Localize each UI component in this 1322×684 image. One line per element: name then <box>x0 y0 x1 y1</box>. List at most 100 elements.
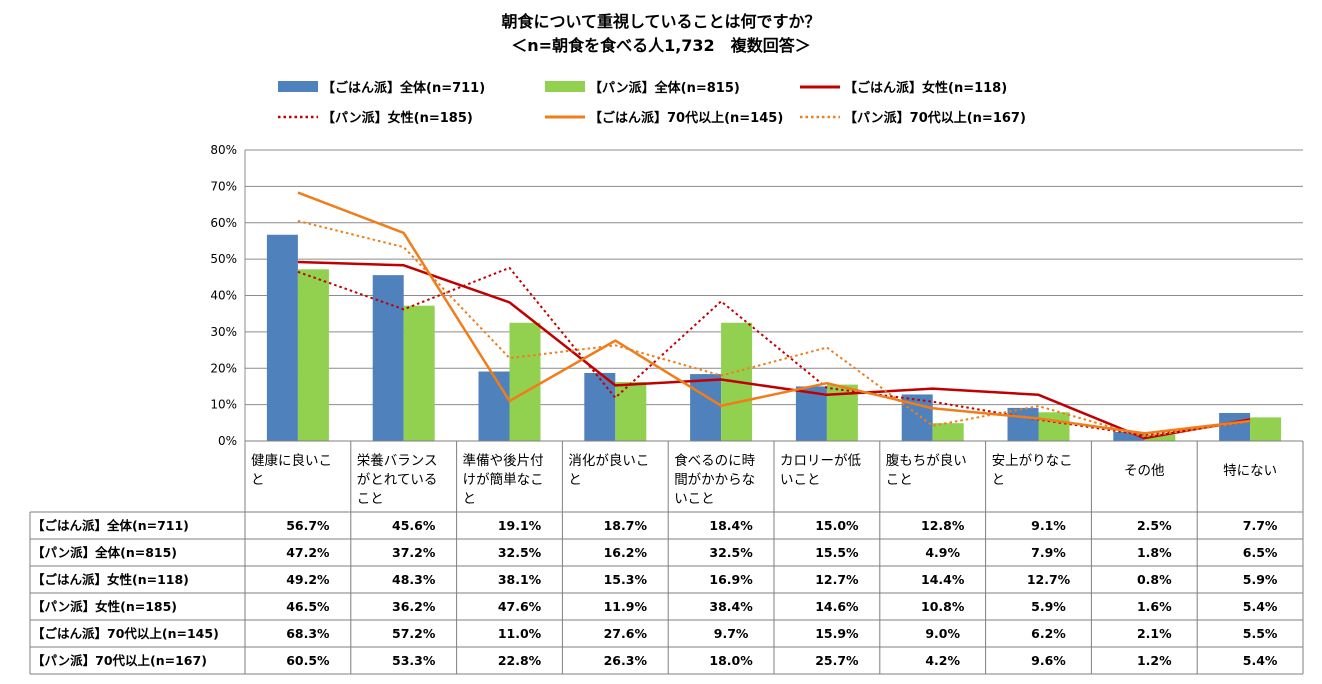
table-cell: 4.9% <box>925 545 960 560</box>
table-row-label: 【パン派】全体(n=815) <box>32 545 177 560</box>
table-cell: 1.8% <box>1137 545 1172 560</box>
category-label: 消化が良いこ <box>568 453 649 469</box>
table-cell: 18.4% <box>709 518 753 533</box>
table-cell: 9.0% <box>925 626 960 641</box>
category-label: けが簡単なこ <box>463 472 544 488</box>
table-cell: 5.4% <box>1243 599 1278 614</box>
category-label: 準備や後片付 <box>463 453 544 469</box>
table-cell: 9.6% <box>1031 653 1066 668</box>
chart-subtitle: ＜n=朝食を食べる人1,732 複数回答＞ <box>511 36 811 55</box>
series-line <box>297 266 1251 437</box>
table-cell: 1.2% <box>1137 653 1172 668</box>
category-label: こと <box>886 472 913 488</box>
category-label: と <box>251 472 265 488</box>
legend-label: 【パン派】全体(n=815) <box>589 80 740 96</box>
table-cell: 27.6% <box>604 626 648 641</box>
table-row-label: 【パン派】70代以上(n=167) <box>32 653 207 668</box>
table-cell: 11.0% <box>498 626 542 641</box>
category-label: いこと <box>674 491 715 507</box>
bar <box>1113 431 1145 441</box>
table-cell: 10.8% <box>921 599 965 614</box>
bar <box>1007 407 1039 441</box>
table-cell: 45.6% <box>392 518 436 533</box>
y-tick-label: 80% <box>210 143 237 157</box>
category-label: と <box>463 491 477 507</box>
series-line <box>297 260 1251 440</box>
table-cell: 0.8% <box>1137 572 1172 587</box>
table-cell: 19.1% <box>498 518 542 533</box>
category-label: がとれている <box>357 472 438 488</box>
table-cell: 5.5% <box>1243 626 1278 641</box>
y-tick-label: 70% <box>210 179 237 193</box>
table-cell: 49.2% <box>286 572 330 587</box>
table-cell: 37.2% <box>392 545 436 560</box>
table-cell: 14.4% <box>921 572 965 587</box>
table-row-label: 【ごはん派】70代以上(n=145) <box>32 626 219 641</box>
table-cell: 15.0% <box>815 518 859 533</box>
table-cell: 18.0% <box>709 653 753 668</box>
table-cell: 68.3% <box>286 626 330 641</box>
table-cell: 32.5% <box>709 545 753 560</box>
table-cell: 26.3% <box>604 653 648 668</box>
category-label: その他 <box>1124 463 1165 479</box>
bar <box>615 382 647 441</box>
category-label: 間がかからな <box>674 472 755 488</box>
table-cell: 5.9% <box>1243 572 1278 587</box>
table-cell: 15.9% <box>815 626 859 641</box>
table-cell: 4.2% <box>925 653 960 668</box>
table-row-label: 【パン派】女性(n=185) <box>32 599 177 614</box>
bar <box>1219 412 1251 441</box>
table-cell: 12.7% <box>1027 572 1071 587</box>
y-tick-label: 20% <box>210 361 237 375</box>
table-cell: 46.5% <box>286 599 330 614</box>
table-cell: 38.1% <box>498 572 542 587</box>
category-label: 腹もちが良い <box>886 452 967 469</box>
table-cell: 47.6% <box>498 599 542 614</box>
table-cell: 32.5% <box>498 545 542 560</box>
table-cell: 1.6% <box>1137 599 1172 614</box>
table-cell: 6.5% <box>1243 545 1278 560</box>
table-cell: 25.7% <box>815 653 859 668</box>
bar <box>478 371 510 441</box>
table-cell: 22.8% <box>498 653 542 668</box>
y-tick-label: 50% <box>210 252 237 266</box>
table-cell: 18.7% <box>604 518 648 533</box>
table-cell: 38.4% <box>709 599 753 614</box>
table-cell: 57.2% <box>392 626 436 641</box>
legend-swatch <box>278 81 318 92</box>
table-cell: 6.2% <box>1031 626 1066 641</box>
table-cell: 15.5% <box>815 545 859 560</box>
table-cell: 5.9% <box>1031 599 1066 614</box>
table-row-label: 【ごはん派】女性(n=118) <box>32 572 189 587</box>
table-cell: 56.7% <box>286 518 330 533</box>
table-cell: 47.2% <box>286 545 330 560</box>
category-label: カロリーが低 <box>780 453 861 469</box>
category-label: と <box>992 472 1006 488</box>
bar <box>266 234 298 441</box>
category-label: 食べるのに時 <box>674 452 755 469</box>
bar <box>584 372 616 441</box>
table-cell: 16.9% <box>709 572 753 587</box>
bar <box>509 322 541 441</box>
table-cell: 12.8% <box>921 518 965 533</box>
series-line <box>297 219 1251 438</box>
table-cell: 9.1% <box>1031 518 1066 533</box>
table-cell: 11.9% <box>604 599 648 614</box>
category-label: 栄養バランス <box>357 452 438 469</box>
category-label: 特にない <box>1223 463 1277 479</box>
legend-label: 【ごはん派】全体(n=711) <box>322 80 485 96</box>
bar <box>1144 434 1176 441</box>
table-cell: 9.7% <box>714 626 749 641</box>
category-label: と <box>568 472 582 488</box>
y-tick-label: 30% <box>210 325 237 339</box>
legend-label: 【ごはん派】女性(n=118) <box>844 80 1007 96</box>
table-cell: 15.3% <box>604 572 648 587</box>
chart-title: 朝食について重視していることは何ですか？ <box>501 12 821 31</box>
y-tick-label: 10% <box>210 398 237 412</box>
table-cell: 16.2% <box>604 545 648 560</box>
y-tick-label: 40% <box>210 289 237 303</box>
category-label: 安上がりなこ <box>992 453 1073 469</box>
bar <box>690 374 722 441</box>
table-cell: 60.5% <box>286 653 330 668</box>
table-cell: 36.2% <box>392 599 436 614</box>
